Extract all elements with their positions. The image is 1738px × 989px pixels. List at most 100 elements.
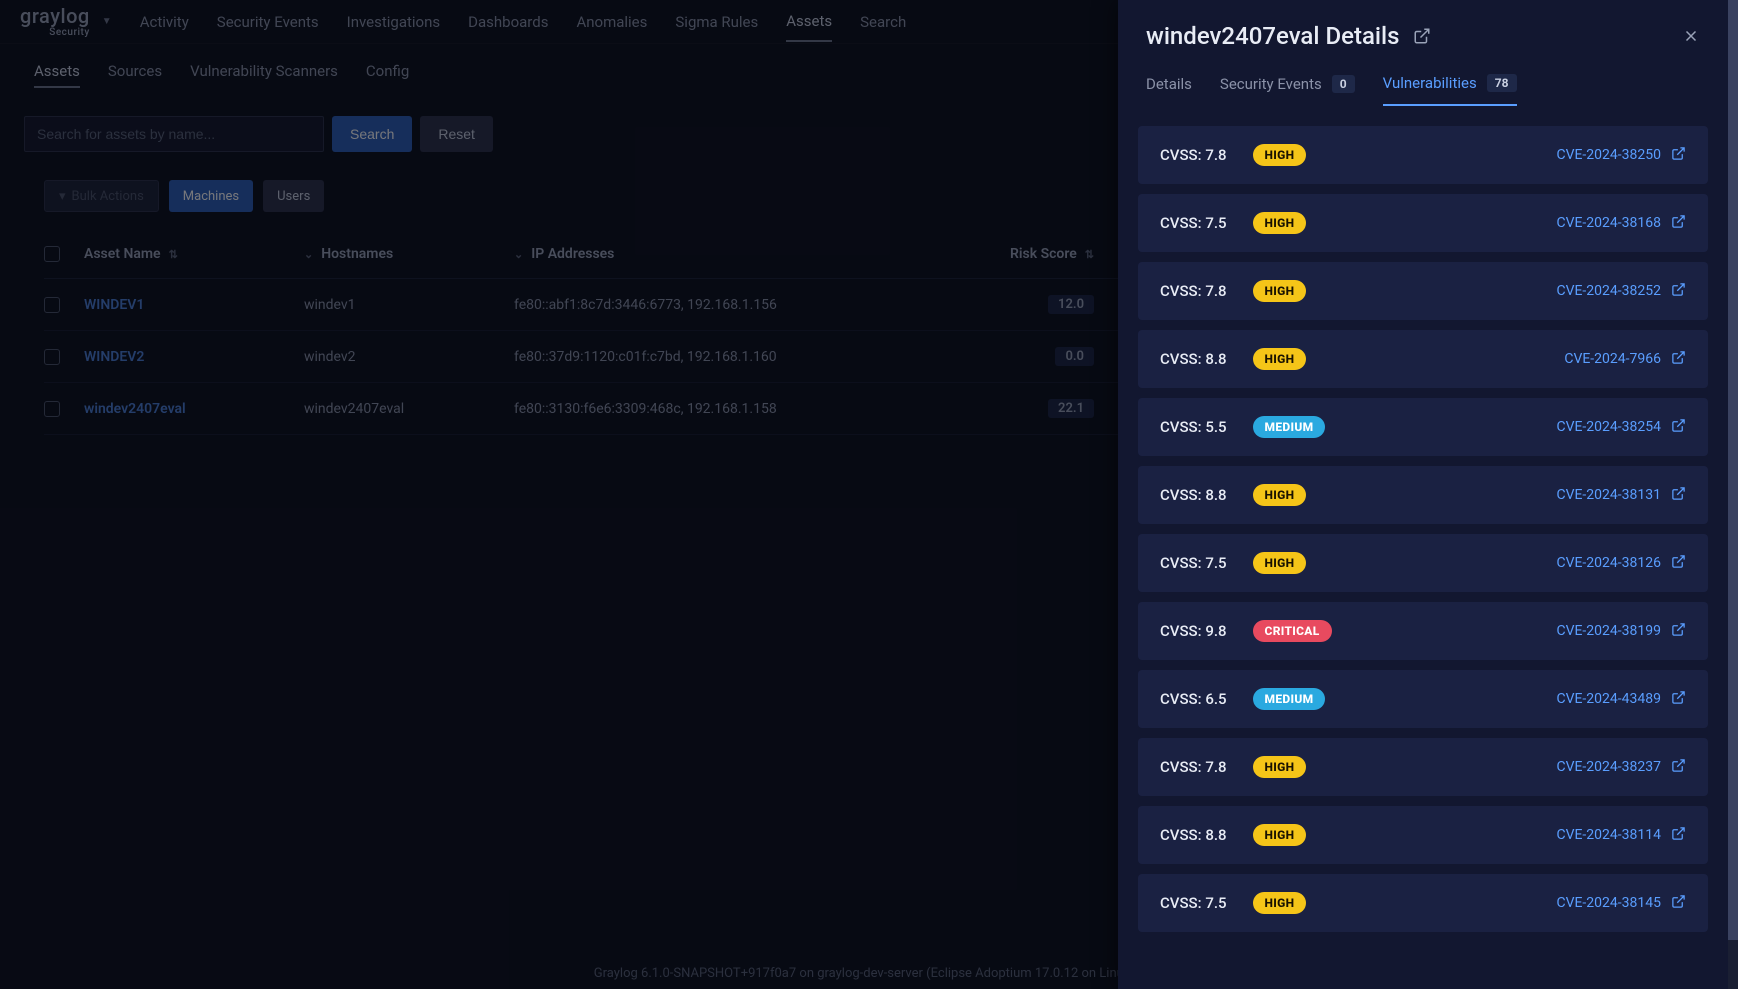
close-icon[interactable] (1682, 27, 1700, 45)
col-risk[interactable]: Risk Score ⇅ (974, 246, 1114, 262)
subnav-config[interactable]: Config (366, 62, 409, 88)
risk-badge: 0.0 (1055, 347, 1094, 366)
cve-link[interactable]: CVE-2024-38199 (1556, 622, 1686, 641)
vulnerability-card[interactable]: CVSS: 7.8 HIGH CVE-2024-38237 (1138, 738, 1708, 796)
cve-link[interactable]: CVE-2024-38237 (1556, 758, 1686, 777)
severity-badge: MEDIUM (1253, 416, 1326, 438)
cvss-score: CVSS: 7.8 (1160, 282, 1227, 300)
cve-link[interactable]: CVE-2024-43489 (1556, 690, 1686, 709)
vulnerability-list[interactable]: CVSS: 7.8 HIGH CVE-2024-38250 CVSS: 7.5HIGH… (1118, 106, 1728, 989)
vulnerability-card[interactable]: CVSS: 7.5HIGHCVE-2024-38126 (1138, 534, 1708, 592)
severity-badge: HIGH (1253, 144, 1307, 166)
vulnerability-card[interactable]: CVSS: 7.8HIGHCVE-2024-38250 (1138, 126, 1708, 184)
hostname-cell: windev2407eval (304, 401, 514, 417)
vulnerability-card[interactable]: CVSS: 6.5MEDIUMCVE-2024-43489 (1138, 670, 1708, 728)
tab-vulnerabilities-label: Vulnerabilities (1383, 74, 1477, 92)
asset-search-input[interactable] (24, 116, 324, 152)
cve-link[interactable]: CVE-2024-38168 (1556, 214, 1686, 233)
severity-badge: HIGH (1253, 212, 1307, 234)
subnav-assets[interactable]: Assets (34, 62, 80, 88)
tab-details[interactable]: Details (1146, 74, 1192, 106)
open-external-icon (1671, 826, 1686, 845)
cvss-score: CVSS: 6.5 (1160, 690, 1227, 708)
brand-logo[interactable]: graylog Security (20, 6, 90, 38)
open-external-icon (1671, 690, 1686, 709)
risk-badge: 22.1 (1048, 399, 1094, 418)
vulnerability-card[interactable]: CVSS: 8.8HIGHCVE-2024-38114 (1138, 806, 1708, 864)
nav-activity[interactable]: Activity (140, 3, 189, 41)
panel-title-text: windev2407eval Details (1146, 22, 1399, 50)
subnav-sources[interactable]: Sources (108, 62, 162, 88)
ip-cell: fe80::abf1:8c7d:3446:6773, 192.168.1.156 (514, 297, 974, 313)
cvss-score: CVSS: 8.8 (1160, 486, 1227, 504)
asset-name-link[interactable]: WINDEV2 (84, 349, 304, 365)
cve-link[interactable]: CVE-2024-7966 (1564, 350, 1686, 369)
open-external-icon[interactable] (1413, 27, 1431, 45)
brand-caret-icon[interactable]: ▼ (102, 16, 112, 27)
vulnerability-card[interactable]: CVSS: 8.8HIGHCVE-2024-7966 (1138, 330, 1708, 388)
col-asset-name-label: Asset Name (84, 246, 161, 262)
chevron-down-icon: ⌄ (514, 248, 523, 261)
severity-badge: HIGH (1253, 756, 1307, 778)
col-hostnames[interactable]: ⌄ Hostnames (304, 246, 514, 262)
row-checkbox[interactable] (44, 401, 60, 417)
cvss-score: CVSS: 7.8 (1160, 758, 1227, 776)
tab-vulnerabilities[interactable]: Vulnerabilities 78 (1383, 74, 1517, 106)
cve-link[interactable]: CVE-2024-38114 (1556, 826, 1686, 845)
cve-link[interactable]: CVE-2024-38131 (1556, 486, 1686, 505)
search-button[interactable]: Search (332, 116, 412, 152)
cve-id: CVE-2024-38168 (1556, 215, 1661, 231)
vulnerability-card[interactable]: CVSS: 8.8HIGHCVE-2024-38131 (1138, 466, 1708, 524)
open-external-icon (1671, 622, 1686, 641)
open-external-icon (1671, 214, 1686, 233)
vulnerability-card[interactable]: CVSS: 5.5MEDIUMCVE-2024-38254 (1138, 398, 1708, 456)
asset-name-link[interactable]: windev2407eval (84, 401, 304, 417)
row-checkbox[interactable] (44, 297, 60, 313)
cve-link[interactable]: CVE-2024-38126 (1556, 554, 1686, 573)
subnav-vuln-scanners[interactable]: Vulnerability Scanners (190, 62, 338, 88)
vulnerability-card[interactable]: CVSS: 9.8CRITICALCVE-2024-38199 (1138, 602, 1708, 660)
cve-link[interactable]: CVE-2024-38145 (1556, 894, 1686, 913)
reset-button[interactable]: Reset (420, 116, 493, 152)
nav-anomalies[interactable]: Anomalies (576, 3, 647, 41)
vulnerability-card[interactable]: CVSS: 7.5HIGHCVE-2024-38145 (1138, 874, 1708, 932)
cve-link[interactable]: CVE-2024-38252 (1556, 282, 1686, 301)
page-scrollbar[interactable] (1728, 0, 1738, 989)
filter-machines[interactable]: Machines (169, 180, 253, 212)
cve-id: CVE-2024-38250 (1556, 147, 1661, 163)
severity-badge: HIGH (1253, 348, 1307, 370)
tab-security-events[interactable]: Security Events 0 (1220, 74, 1355, 106)
panel-tabs: Details Security Events 0 Vulnerabilitie… (1118, 64, 1728, 106)
nav-search[interactable]: Search (860, 3, 906, 41)
tab-details-label: Details (1146, 75, 1192, 93)
bulk-actions-button[interactable]: ▾ Bulk Actions (44, 180, 159, 212)
cve-id: CVE-2024-38131 (1556, 487, 1661, 503)
col-asset-name[interactable]: Asset Name ⇅ (84, 246, 304, 262)
nav-investigations[interactable]: Investigations (347, 3, 441, 41)
cve-link[interactable]: CVE-2024-38254 (1556, 418, 1686, 437)
col-risk-label: Risk Score (1010, 246, 1077, 262)
asset-name-link[interactable]: WINDEV1 (84, 297, 304, 313)
details-side-panel: windev2407eval Details Details Security … (1118, 0, 1728, 989)
hostname-cell: windev1 (304, 297, 514, 313)
open-external-icon (1671, 894, 1686, 913)
cve-link[interactable]: CVE-2024-38250 (1556, 146, 1686, 165)
nav-dashboards[interactable]: Dashboards (468, 3, 548, 41)
row-checkbox[interactable] (44, 349, 60, 365)
cve-id: CVE-2024-38126 (1556, 555, 1661, 571)
vulnerability-card[interactable]: CVSS: 7.5HIGHCVE-2024-38168 (1138, 194, 1708, 252)
nav-assets[interactable]: Assets (786, 2, 832, 42)
filter-users[interactable]: Users (263, 180, 324, 212)
count-badge: 78 (1487, 74, 1517, 92)
select-all-checkbox[interactable] (44, 246, 60, 262)
vulnerability-card[interactable]: CVSS: 7.8HIGHCVE-2024-38252 (1138, 262, 1708, 320)
risk-badge: 12.0 (1048, 295, 1094, 314)
scrollbar-thumb[interactable] (1728, 0, 1738, 940)
col-ip[interactable]: ⌄ IP Addresses (514, 246, 974, 262)
nav-security-events[interactable]: Security Events (217, 3, 319, 41)
panel-header: windev2407eval Details (1118, 0, 1728, 64)
open-external-icon (1671, 486, 1686, 505)
col-ip-label: IP Addresses (531, 246, 614, 262)
cve-id: CVE-2024-38254 (1556, 419, 1661, 435)
nav-sigma-rules[interactable]: Sigma Rules (675, 3, 758, 41)
